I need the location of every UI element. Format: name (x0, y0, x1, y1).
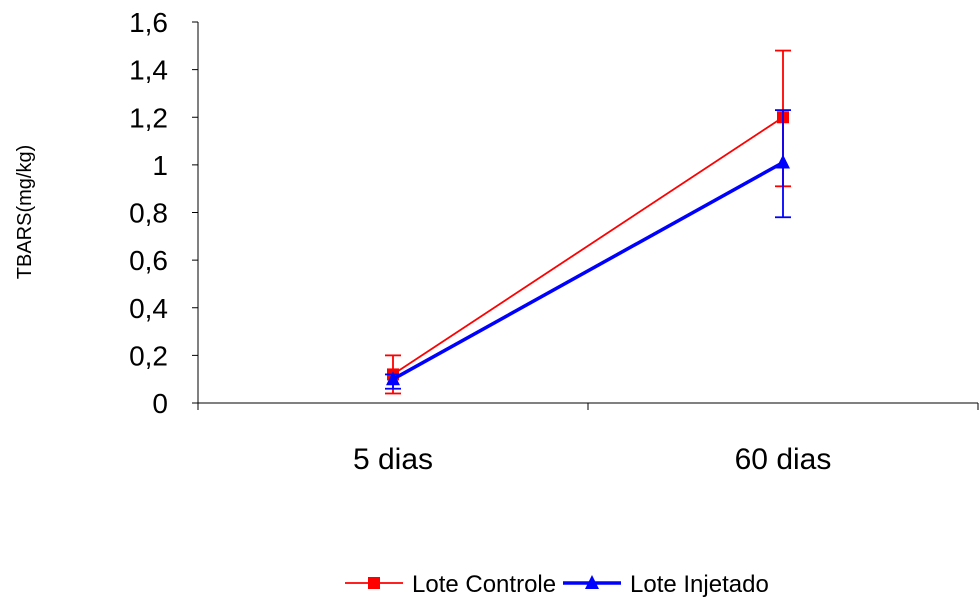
series-line (392, 160, 784, 381)
y-tick-label: 1 (152, 150, 168, 181)
legend-label: Lote Injetado (630, 571, 769, 598)
series-1 (385, 109, 791, 390)
series-0 (385, 49, 791, 395)
y-ticks: 0 0,2 0,4 0,6 0,8 1 1,2 1,4 1,6 (129, 7, 198, 419)
y-tick-label: 0,8 (129, 198, 168, 229)
legend-label: Lote Controle (412, 571, 556, 598)
y-tick-label: 0,2 (129, 340, 168, 371)
legend: Lote Controle Lote Injetado (345, 571, 769, 598)
x-category-label: 5 dias (353, 443, 433, 476)
legend-marker-triangle (585, 575, 599, 589)
series-line (392, 116, 784, 376)
legend-marker-square (368, 577, 380, 589)
x-ticks: 5 dias 60 dias (197, 403, 979, 476)
data-point-triangle (776, 154, 790, 169)
y-tick-label: 0 (152, 388, 168, 419)
y-tick-label: 0,6 (129, 245, 168, 276)
y-tick-label: 1,6 (129, 7, 168, 38)
series-layer (385, 49, 791, 395)
x-category-label: 60 dias (735, 443, 832, 476)
y-tick-label: 1,4 (129, 55, 168, 86)
y-axis-title: TBARS(mg/kg) (14, 145, 36, 279)
data-point-triangle (386, 371, 400, 386)
y-tick-label: 1,2 (129, 102, 168, 133)
legend-item-1: Lote Injetado (563, 571, 769, 598)
legend-item-0: Lote Controle (345, 571, 556, 598)
plot-area: 0 0,2 0,4 0,6 0,8 1 1,2 1,4 1,6 5 dias 60 dias (129, 7, 979, 476)
y-tick-label: 0,4 (129, 293, 168, 324)
